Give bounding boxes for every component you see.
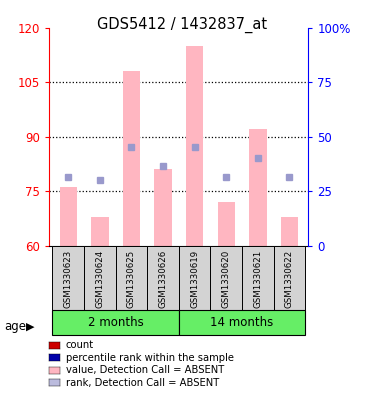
Text: GSM1330620: GSM1330620 [222, 250, 231, 309]
Text: rank, Detection Call = ABSENT: rank, Detection Call = ABSENT [66, 378, 219, 388]
Bar [91, 217, 108, 246]
Text: ▶: ▶ [26, 322, 35, 332]
Bar [123, 71, 140, 246]
Text: GSM1330622: GSM1330622 [285, 250, 294, 309]
Bar [211, 246, 242, 310]
Bar [53, 310, 179, 335]
Bar [147, 246, 179, 310]
Text: age: age [4, 320, 26, 334]
Text: GSM1330621: GSM1330621 [253, 250, 262, 309]
Text: 2 months: 2 months [88, 316, 143, 329]
Bar [154, 169, 172, 246]
Bar [179, 310, 305, 335]
Bar [274, 246, 305, 310]
Text: percentile rank within the sample: percentile rank within the sample [66, 353, 234, 363]
Bar [281, 217, 298, 246]
Bar [59, 187, 77, 246]
Bar [242, 246, 274, 310]
Bar [186, 46, 203, 246]
Text: GSM1330623: GSM1330623 [64, 250, 73, 309]
Text: 14 months: 14 months [211, 316, 274, 329]
Bar [53, 246, 84, 310]
Text: GDS5412 / 1432837_at: GDS5412 / 1432837_at [97, 17, 268, 33]
Text: GSM1330624: GSM1330624 [95, 250, 104, 309]
Bar [249, 129, 266, 246]
Text: GSM1330626: GSM1330626 [158, 250, 168, 309]
Text: count: count [66, 340, 94, 350]
Text: GSM1330625: GSM1330625 [127, 250, 136, 309]
Bar [84, 246, 116, 310]
Text: GSM1330619: GSM1330619 [190, 250, 199, 308]
Text: value, Detection Call = ABSENT: value, Detection Call = ABSENT [66, 365, 224, 375]
Bar [179, 246, 211, 310]
Bar [116, 246, 147, 310]
Bar [218, 202, 235, 246]
